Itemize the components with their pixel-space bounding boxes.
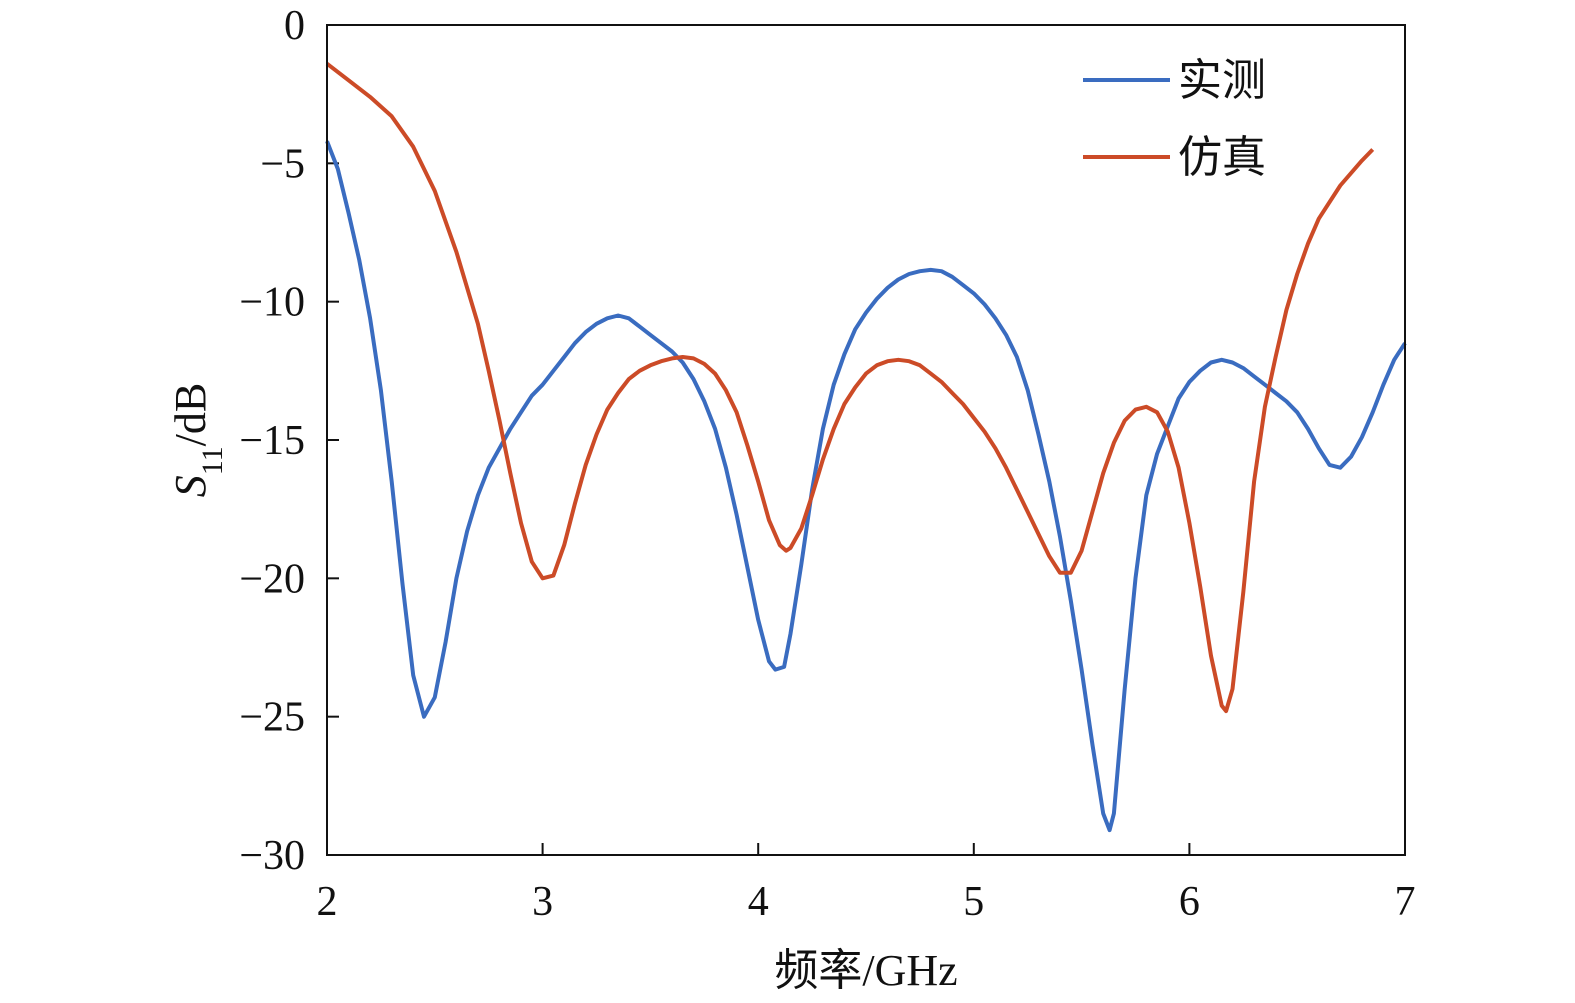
series-layer	[325, 62, 1407, 833]
y-axis-title-unit: /dB	[166, 383, 215, 447]
x-tick-label: 2	[317, 879, 338, 925]
y-axis-title-sub: 11	[196, 446, 229, 475]
x-axis-ticks: 2 3 4 5 6 7	[317, 843, 1416, 925]
x-tick-label: 7	[1395, 879, 1416, 925]
y-tick-label: −25	[239, 695, 305, 741]
plot-frame	[326, 24, 1406, 856]
x-tick-label: 4	[748, 879, 769, 925]
y-tick-label: −30	[239, 833, 305, 879]
y-tick-label: −5	[260, 141, 305, 187]
y-axis-title: S11/dB	[166, 383, 229, 497]
y-tick-label: 0	[284, 3, 305, 49]
y-axis-ticks: 0 −5 −10 −15 −20 −25 −30	[239, 3, 339, 879]
x-tick-label: 3	[532, 879, 553, 925]
y-axis-title-main: S	[166, 475, 215, 497]
y-tick-label: −20	[239, 556, 305, 602]
y-tick-label: −10	[239, 280, 305, 326]
y-tick-label: −15	[239, 418, 305, 464]
x-tick-label: 6	[1179, 879, 1200, 925]
series-line-1	[325, 140, 1407, 833]
legend-label: 仿真	[1178, 133, 1266, 182]
series-line-2	[325, 62, 1375, 714]
legend-label: 实测	[1178, 56, 1266, 105]
x-tick-label: 5	[963, 879, 984, 925]
x-axis-title: 频率/GHz	[774, 946, 957, 995]
